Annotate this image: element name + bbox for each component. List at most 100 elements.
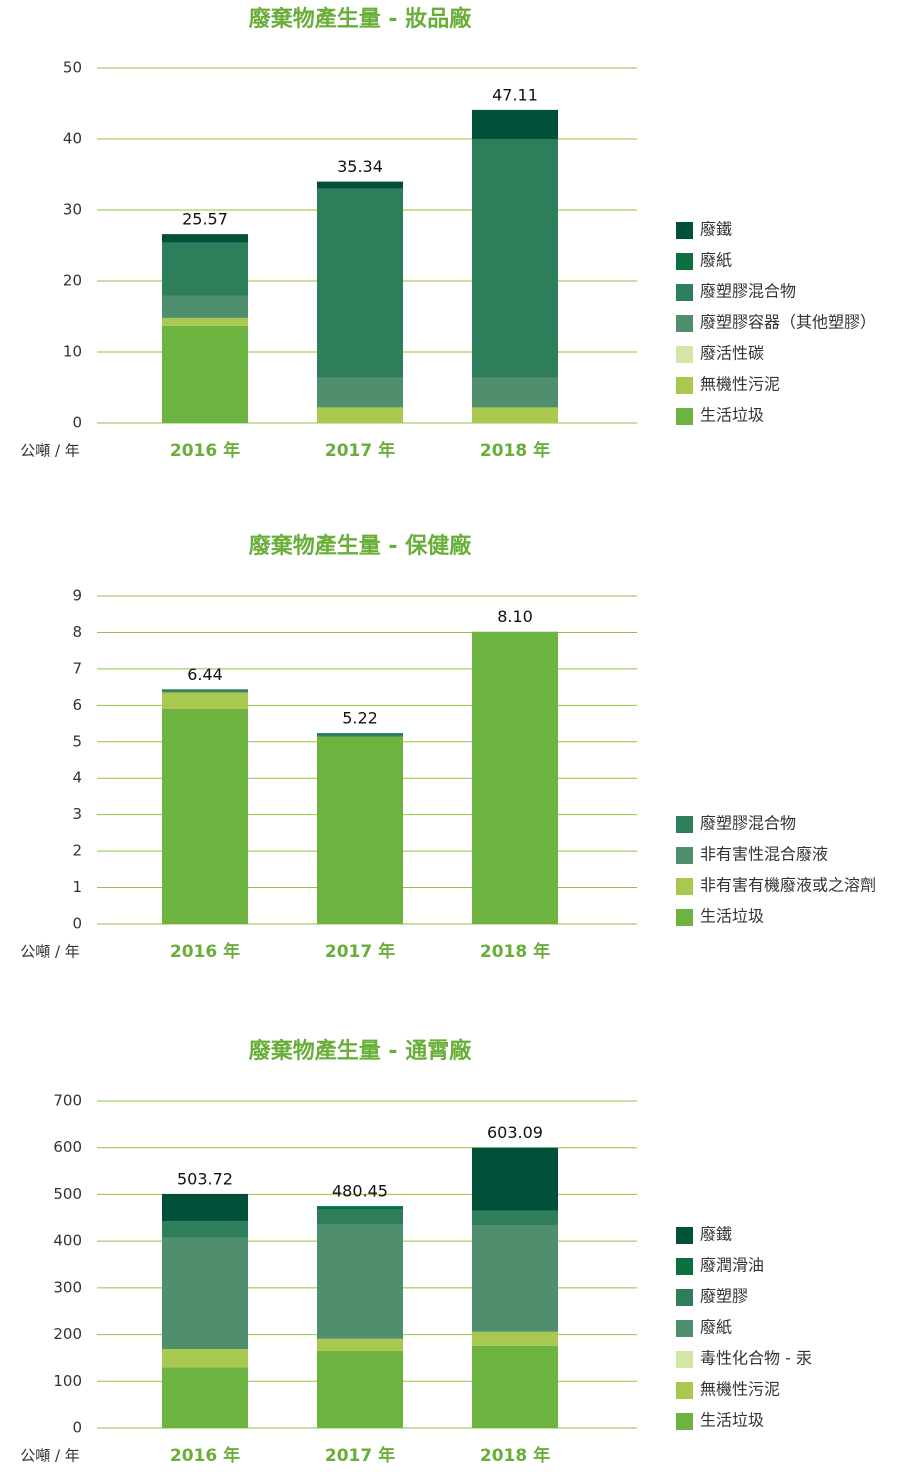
legend-swatch <box>676 1351 693 1368</box>
bar-segment <box>162 234 248 243</box>
bar-segment <box>162 317 248 326</box>
y-tick-label: 8 <box>72 623 82 641</box>
bar-segment <box>317 736 403 924</box>
bar-segment <box>317 1224 403 1339</box>
y-tick-label: 600 <box>53 1138 82 1156</box>
x-tick-label: 2017 年 <box>325 440 395 461</box>
bar-segment <box>317 1350 403 1428</box>
y-tick-label: 5 <box>72 732 82 750</box>
total-label: 35.34 <box>337 157 383 176</box>
y-tick-label: 100 <box>53 1372 82 1390</box>
legend-swatch <box>676 253 693 270</box>
y-tick-label: 3 <box>72 805 82 823</box>
bar-segment <box>472 407 558 423</box>
legend-label: 廢潤滑油 <box>700 1256 764 1275</box>
y-tick-label: 0 <box>72 1419 82 1437</box>
y-tick-label: 0 <box>72 414 82 432</box>
bar-segment <box>472 1210 558 1226</box>
bar-segment <box>162 708 248 924</box>
bar-segment <box>317 733 403 737</box>
legend-swatch <box>676 315 693 332</box>
bar-segment <box>472 1345 558 1428</box>
bar-segment <box>162 692 248 709</box>
legend-label: 生活垃圾 <box>700 1411 764 1430</box>
legend-swatch <box>676 1289 693 1306</box>
y-tick-label: 10 <box>63 343 82 361</box>
y-tick-label: 0 <box>72 915 82 933</box>
x-tick-label: 2017 年 <box>325 1445 395 1466</box>
y-tick-label: 2 <box>72 842 82 860</box>
legend-swatch <box>676 222 693 239</box>
y-tick-label: 200 <box>53 1325 82 1343</box>
legend-label: 廢紙 <box>700 1318 732 1337</box>
bar-segment <box>317 377 403 408</box>
y-tick-label: 700 <box>53 1092 82 1110</box>
y-tick-label: 7 <box>72 659 82 677</box>
y-tick-label: 400 <box>53 1232 82 1250</box>
chart-title: 廢棄物產生量 - 通霄廠 <box>249 1038 472 1064</box>
bar-segment <box>317 407 403 423</box>
y-axis-unit: 公噸 / 年 <box>20 943 80 961</box>
y-tick-label: 50 <box>63 59 82 77</box>
legend-label: 廢鐵 <box>700 1225 732 1244</box>
y-tick-label: 9 <box>72 587 82 605</box>
y-tick-label: 6 <box>72 696 82 714</box>
legend-swatch <box>676 1227 693 1244</box>
legend-swatch <box>676 1382 693 1399</box>
y-tick-label: 500 <box>53 1185 82 1203</box>
total-label: 503.72 <box>177 1169 233 1188</box>
total-label: 25.57 <box>182 210 228 229</box>
x-tick-label: 2018 年 <box>480 440 550 461</box>
bar-segment <box>317 188 403 378</box>
legend-label: 非有害有機廢液或之溶劑 <box>700 876 876 895</box>
y-axis-unit: 公噸 / 年 <box>20 442 80 460</box>
legend-label: 無機性污泥 <box>700 375 780 394</box>
legend-label: 毒性化合物 - 汞 <box>700 1349 812 1368</box>
legend-swatch <box>676 408 693 425</box>
total-label: 8.10 <box>497 607 533 626</box>
bar-segment <box>472 139 558 378</box>
y-axis-unit: 公噸 / 年 <box>20 1447 80 1465</box>
x-tick-label: 2018 年 <box>480 941 550 962</box>
bar-segment <box>317 1209 403 1225</box>
x-tick-label: 2016 年 <box>170 941 240 962</box>
bar-segment <box>162 242 248 296</box>
bar-segment <box>162 1349 248 1368</box>
y-tick-label: 300 <box>53 1278 82 1296</box>
legend-label: 廢鐵 <box>700 220 732 239</box>
bar-segment <box>162 325 248 423</box>
total-label: 6.44 <box>187 665 223 684</box>
bar-segment <box>472 109 558 139</box>
legend-label: 非有害性混合廢液 <box>700 845 828 864</box>
legend-swatch <box>676 1320 693 1337</box>
bar-segment <box>162 689 248 692</box>
total-label: 47.11 <box>492 85 538 104</box>
legend-swatch <box>676 346 693 363</box>
bar-segment <box>162 1367 248 1428</box>
total-label: 480.45 <box>332 1182 388 1201</box>
legend-swatch <box>676 847 693 864</box>
legend-swatch <box>676 816 693 833</box>
legend-label: 廢活性碳 <box>700 344 764 363</box>
legend-label: 廢塑膠 <box>700 1287 748 1306</box>
legend-label: 生活垃圾 <box>700 406 764 425</box>
chart-title: 廢棄物產生量 - 保健廠 <box>249 533 472 559</box>
y-tick-label: 40 <box>63 130 82 148</box>
legend-swatch <box>676 377 693 394</box>
chart-title: 廢棄物產生量 - 妝品廠 <box>249 6 472 32</box>
bar-segment <box>317 1338 403 1351</box>
legend-swatch <box>676 1413 693 1430</box>
bar-segment <box>472 1147 558 1211</box>
y-tick-label: 4 <box>72 769 82 787</box>
bar-segment <box>162 295 248 318</box>
x-tick-label: 2016 年 <box>170 1445 240 1466</box>
y-tick-label: 20 <box>63 272 82 290</box>
legend-label: 廢塑膠混合物 <box>700 814 796 833</box>
total-label: 603.09 <box>487 1123 543 1142</box>
bar-segment <box>472 631 558 924</box>
bar-segment <box>162 691 248 693</box>
total-label: 5.22 <box>342 709 378 728</box>
legend-swatch <box>676 909 693 926</box>
bar-segment <box>472 377 558 408</box>
